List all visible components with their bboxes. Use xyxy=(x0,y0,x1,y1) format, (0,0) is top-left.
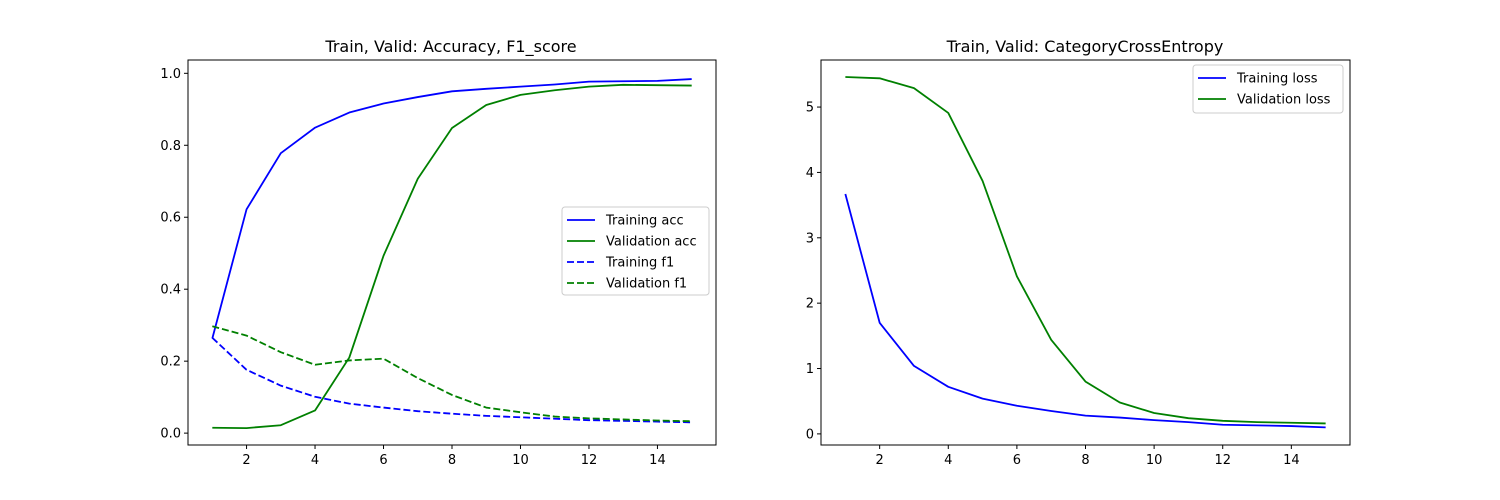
x-tick-label: 8 xyxy=(448,453,456,468)
y-axis: 0.0 0.2 0.4 0.6 0.8 1.0 xyxy=(160,67,188,442)
legend-label-training-f1: Training f1 xyxy=(605,256,674,271)
x-tick-label: 12 xyxy=(1214,453,1231,468)
y-tick-label: 0 xyxy=(806,427,814,442)
legend: Training acc Validation acc Training f1 Val… xyxy=(561,206,710,296)
series-layer xyxy=(211,78,692,429)
y-tick-label: 5 xyxy=(806,101,814,116)
y-tick-label: 0.0 xyxy=(160,427,181,442)
series-line-training-loss xyxy=(844,193,1326,429)
y-tick-label: 0.6 xyxy=(160,211,181,226)
x-tick-label: 12 xyxy=(581,453,598,468)
y-tick-label: 0.4 xyxy=(160,283,181,298)
chart-title: Train, Valid: CategoryCrossEntropy xyxy=(946,37,1224,56)
accuracy-f1-chart: Train, Valid: Accuracy, F1_score 2 4 6 8 10 1… xyxy=(160,37,717,468)
x-tick-label: 10 xyxy=(1146,453,1163,468)
legend-box xyxy=(561,206,710,296)
legend-label-training-loss: Training loss xyxy=(1236,72,1318,87)
chart-title: Train, Valid: Accuracy, F1_score xyxy=(324,37,576,57)
x-tick-label: 4 xyxy=(311,453,319,468)
y-tick-label: 0.2 xyxy=(160,355,181,370)
y-tick-label: 2 xyxy=(806,297,814,312)
x-tick-label: 2 xyxy=(242,453,250,468)
legend-label-validation-acc: Validation acc xyxy=(606,235,697,250)
x-axis: 2 4 6 8 10 12 14 xyxy=(876,445,1300,468)
series-line-validation-loss xyxy=(845,76,1326,425)
x-tick-label: 2 xyxy=(876,453,884,468)
y-axis: 0 1 2 3 4 5 xyxy=(806,101,821,442)
x-axis: 2 4 6 8 10 12 14 xyxy=(242,445,666,468)
x-tick-label: 14 xyxy=(1283,453,1300,468)
x-tick-label: 10 xyxy=(512,453,529,468)
y-tick-label: 3 xyxy=(806,231,814,246)
cross-entropy-chart: Train, Valid: CategoryCrossEntropy 2 4 6 8 1… xyxy=(806,37,1351,468)
y-tick-label: 1 xyxy=(806,362,814,377)
plot-area xyxy=(820,59,1351,446)
x-tick-label: 6 xyxy=(1013,453,1021,468)
series-line-validation-f1 xyxy=(212,325,692,423)
legend-label-validation-loss: Validation loss xyxy=(1237,93,1331,108)
legend: Training loss Validation loss xyxy=(1192,64,1344,114)
series-layer xyxy=(844,76,1326,429)
legend-box xyxy=(1192,64,1344,114)
x-tick-label: 8 xyxy=(1081,453,1089,468)
x-tick-label: 6 xyxy=(379,453,387,468)
x-tick-label: 4 xyxy=(944,453,952,468)
legend-label-validation-f1: Validation f1 xyxy=(606,277,687,292)
series-line-training-f1 xyxy=(211,337,692,424)
x-tick-label: 14 xyxy=(649,453,666,468)
legend-label-training-acc: Training acc xyxy=(605,214,684,229)
y-tick-label: 0.8 xyxy=(160,139,181,154)
y-tick-label: 4 xyxy=(806,166,814,181)
y-tick-label: 1.0 xyxy=(160,67,181,82)
